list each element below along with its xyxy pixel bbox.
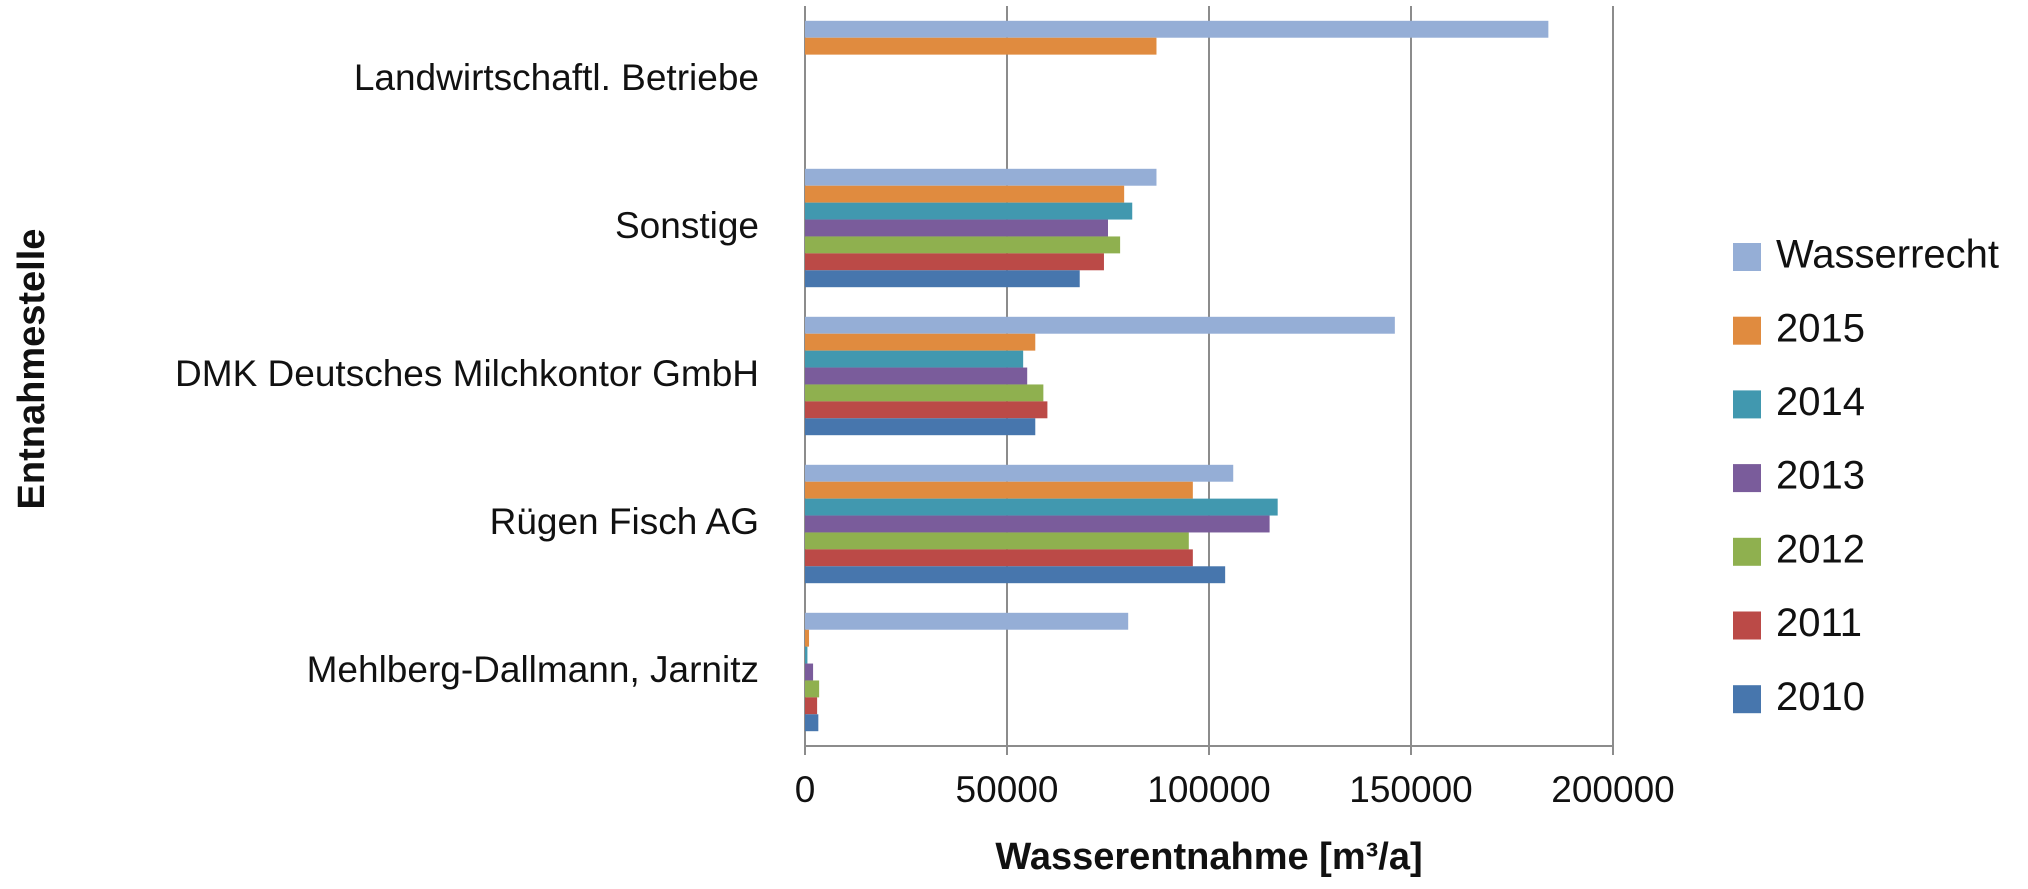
- x-tick-label: 200000: [1551, 769, 1674, 810]
- legend-label: 2015: [1776, 306, 1865, 350]
- legend-swatch: [1733, 390, 1761, 419]
- bar: [805, 367, 1028, 385]
- y-tick-label: Sonstige: [615, 205, 759, 246]
- bar: [805, 20, 1549, 38]
- bar: [805, 629, 810, 647]
- bar: [805, 316, 1395, 334]
- legend-swatch: [1733, 537, 1761, 566]
- bar: [805, 612, 1129, 630]
- x-tick-label: 100000: [1147, 769, 1270, 810]
- y-tick-label: Landwirtschaftl. Betriebe: [354, 57, 759, 98]
- bar: [805, 253, 1104, 271]
- bar: [805, 37, 1157, 55]
- legend-swatch: [1733, 243, 1761, 271]
- x-tick-label: 150000: [1349, 769, 1472, 810]
- bar: [805, 185, 1125, 203]
- legend-label: 2014: [1776, 380, 1865, 424]
- bar: [805, 333, 1036, 351]
- bar: [805, 350, 1024, 368]
- bar: [805, 219, 1108, 237]
- y-tick-label: Rügen Fisch AG: [490, 501, 759, 542]
- bar: [805, 464, 1234, 482]
- bar: [805, 697, 818, 715]
- y-tick-label: Mehlberg-Dallmann, Jarnitz: [307, 649, 759, 690]
- bar: [805, 236, 1121, 254]
- legend-swatch: [1733, 464, 1761, 493]
- legend-label: 2010: [1776, 675, 1865, 719]
- bar: [805, 663, 814, 681]
- x-axis-title: Wasserentnahme [m³/a]: [995, 836, 1422, 878]
- bar: [805, 515, 1270, 533]
- legend-swatch: [1733, 316, 1761, 345]
- bar: [805, 270, 1080, 288]
- bar: [805, 384, 1044, 402]
- bar: [805, 549, 1193, 567]
- y-axis-title: Entnahmestelle: [11, 229, 53, 510]
- bar: [805, 566, 1226, 584]
- bar: [805, 481, 1193, 499]
- legend-swatch: [1733, 611, 1761, 640]
- legend-swatch: [1733, 685, 1761, 714]
- legend-label: 2012: [1776, 527, 1865, 571]
- bar: [805, 202, 1133, 220]
- x-tick-label: 50000: [956, 769, 1059, 810]
- bar: [805, 714, 819, 732]
- legend-label: 2013: [1776, 454, 1865, 498]
- legend-label: 2011: [1776, 601, 1862, 645]
- y-tick-label: DMK Deutsches Milchkontor GmbH: [175, 353, 759, 394]
- bar: [805, 418, 1036, 436]
- bar: [805, 498, 1278, 516]
- bar: [805, 401, 1048, 419]
- bar: [805, 168, 1157, 186]
- bar: [805, 680, 820, 698]
- bar: [805, 646, 808, 664]
- bar: [805, 532, 1189, 550]
- x-tick-label: 0: [795, 769, 816, 810]
- legend-label: Wasserrecht: [1776, 233, 1999, 277]
